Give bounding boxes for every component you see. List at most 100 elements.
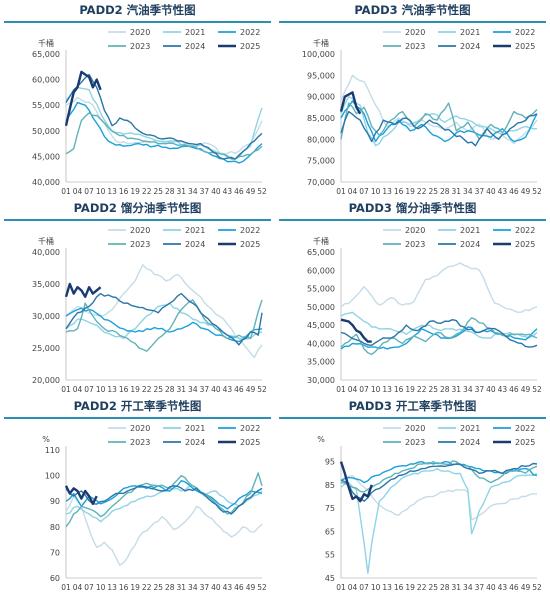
legend-label: 2022 (240, 226, 260, 235)
x-tick-label: 13 (382, 385, 392, 394)
x-tick-label: 37 (475, 583, 485, 592)
x-tick-label: 01 (61, 385, 71, 394)
x-tick-label: 43 (223, 583, 233, 592)
legend-label: 2021 (185, 424, 205, 433)
legend-label: 2025 (515, 42, 535, 51)
legend-item-2024: 2024 (163, 42, 205, 51)
x-tick-label: 25 (428, 385, 438, 394)
x-tick-label: 31 (177, 187, 187, 196)
x-tick-label: 22 (417, 187, 427, 196)
legend-label: 2020 (130, 226, 150, 235)
x-tick-label: 07 (359, 385, 369, 394)
y-tick-label: 35,000 (32, 280, 60, 289)
series-line-2020 (340, 262, 538, 314)
y-tick-label: 55,000 (32, 101, 60, 110)
series-line-2021 (340, 467, 538, 575)
y-tick-label: 40,000 (32, 248, 60, 257)
y-axis-unit: 千桶 (38, 38, 54, 48)
y-tick-label: 90,000 (307, 93, 335, 102)
legend-label: 2020 (130, 424, 150, 433)
x-tick-label: 31 (452, 385, 462, 394)
x-tick-label: 25 (428, 583, 438, 592)
x-tick-label: 37 (475, 385, 485, 394)
legend-label: 2022 (515, 226, 535, 235)
x-tick-label: 07 (359, 187, 369, 196)
legend-item-2020: 2020 (383, 226, 425, 235)
y-axis-unit: % (317, 435, 325, 444)
legend-label: 2025 (515, 438, 535, 447)
series-line-2023 (340, 102, 538, 141)
x-tick-label: 49 (521, 187, 531, 196)
panel-padd2-utilization: PADD2 开工率季节性图% 2020 2021 2022 2023 2024 2025 60… (4, 399, 271, 592)
y-tick-label: 60 (50, 574, 60, 583)
legend-item-2021: 2021 (163, 424, 205, 433)
x-tick-label: 16 (394, 583, 404, 592)
series-line-2025 (64, 282, 102, 299)
x-tick-label: 46 (234, 583, 244, 592)
x-tick-label: 25 (153, 385, 163, 394)
legend-item-2025: 2025 (493, 438, 535, 447)
y-axis-unit: 千桶 (313, 236, 329, 246)
y-tick-label: 65 (325, 527, 335, 536)
y-axis-unit: 千桶 (313, 38, 329, 48)
y-tick-label: 75,000 (307, 157, 335, 166)
x-tick-label: 07 (84, 385, 94, 394)
legend-label: 2022 (240, 424, 260, 433)
legend-item-2024: 2024 (438, 42, 480, 51)
x-tick-label: 07 (359, 583, 369, 592)
x-tick-label: 13 (382, 187, 392, 196)
legend-label: 2025 (240, 42, 260, 51)
y-tick-label: 60,000 (307, 266, 335, 275)
y-tick-label: 90 (50, 497, 60, 506)
x-tick-label: 37 (475, 187, 485, 196)
x-tick-label: 28 (165, 583, 175, 592)
x-tick-label: 19 (130, 187, 140, 196)
series-line-2020 (65, 495, 263, 566)
x-tick-label: 10 (96, 187, 106, 196)
x-tick-label: 22 (142, 583, 152, 592)
series-line-2024 (340, 318, 538, 348)
series-line-2024 (65, 292, 263, 346)
legend-label: 2021 (460, 424, 480, 433)
series-line-2025 (339, 461, 373, 503)
x-tick-label: 19 (130, 583, 140, 592)
y-tick-label: 55,000 (307, 285, 335, 294)
x-tick-label: 04 (73, 385, 83, 394)
x-tick-label: 01 (61, 583, 71, 592)
x-tick-label: 04 (73, 187, 83, 196)
x-tick-label: 07 (84, 187, 94, 196)
x-tick-label: 16 (119, 187, 129, 196)
series-line-2022 (65, 101, 263, 164)
legend-item-2024: 2024 (438, 240, 480, 249)
legend-item-2023: 2023 (383, 240, 425, 249)
x-tick-label: 34 (188, 187, 198, 196)
legend-item-2025: 2025 (218, 240, 260, 249)
x-tick-label: 01 (336, 187, 346, 196)
x-tick-label: 37 (200, 385, 210, 394)
legend-item-2025: 2025 (218, 438, 260, 447)
x-tick-label: 52 (257, 385, 267, 394)
legend-item-2025: 2025 (493, 240, 535, 249)
series-line-2024 (65, 485, 263, 515)
x-tick-label: 13 (107, 583, 117, 592)
x-tick-label: 19 (130, 385, 140, 394)
x-tick-label: 37 (200, 583, 210, 592)
series-line-2025 (339, 91, 362, 115)
legend-item-2022: 2022 (218, 28, 260, 37)
x-tick-label: 10 (96, 385, 106, 394)
legend-item-2023: 2023 (108, 438, 150, 447)
x-tick-label: 04 (348, 187, 358, 196)
x-tick-label: 40 (486, 583, 496, 592)
x-tick-label: 52 (532, 583, 542, 592)
x-tick-label: 28 (440, 583, 450, 592)
legend-item-2023: 2023 (383, 42, 425, 51)
x-tick-label: 43 (223, 187, 233, 196)
y-tick-label: 55 (325, 551, 335, 560)
x-tick-label: 28 (165, 187, 175, 196)
y-tick-label: 25,000 (32, 344, 60, 353)
chart-title: PADD3 开工率季节性图 (349, 399, 477, 413)
y-tick-label: 20,000 (32, 376, 60, 385)
legend-label: 2024 (185, 240, 205, 249)
